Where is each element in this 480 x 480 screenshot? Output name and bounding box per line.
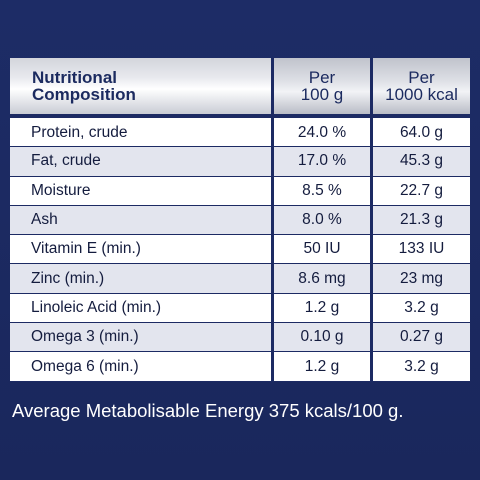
- header-col1-line1: Nutritional: [32, 68, 117, 87]
- nutrient-name: Zinc (min.): [10, 264, 274, 294]
- header-col3-line1: Per: [408, 68, 435, 87]
- header-col3-line2: 1000 kcal: [385, 85, 458, 104]
- value-per-100g: 0.10 g: [274, 323, 373, 353]
- nutrient-name: Omega 6 (min.): [10, 352, 274, 382]
- nutrient-name: Ash: [10, 205, 274, 236]
- value-per-1000kcal: 23 mg: [373, 264, 470, 294]
- nutrient-name: Protein, crude: [10, 118, 274, 148]
- header-col1-line2: Composition: [32, 85, 136, 104]
- table-row: Ash 8.0 % 21.3 g: [10, 205, 470, 236]
- value-per-100g: 50 IU: [274, 235, 373, 265]
- table-header-row: Nutritional Composition Per 100 g Per 10…: [10, 58, 470, 118]
- table-row: Omega 3 (min.) 0.10 g 0.27 g: [10, 323, 470, 353]
- header-per-100g: Per 100 g: [274, 58, 373, 118]
- value-per-1000kcal: 3.2 g: [373, 352, 470, 382]
- value-per-1000kcal: 0.27 g: [373, 323, 470, 353]
- energy-footnote: Average Metabolisable Energy 375 kcals/1…: [12, 400, 404, 421]
- table-row: Linoleic Acid (min.) 1.2 g 3.2 g: [10, 293, 470, 324]
- value-per-100g: 24.0 %: [274, 118, 373, 148]
- nutrition-table: Nutritional Composition Per 100 g Per 10…: [10, 58, 470, 382]
- header-col2-line2: 100 g: [300, 85, 344, 104]
- nutrient-name: Vitamin E (min.): [10, 235, 274, 265]
- value-per-1000kcal: 22.7 g: [373, 176, 470, 206]
- value-per-100g: 17.0 %: [274, 147, 373, 177]
- nutrition-table-wrapper: Nutritional Composition Per 100 g Per 10…: [10, 58, 470, 382]
- value-per-1000kcal: 3.2 g: [373, 293, 470, 324]
- value-per-1000kcal: 64.0 g: [373, 118, 470, 148]
- value-per-100g: 8.0 %: [274, 205, 373, 236]
- table-row: Vitamin E (min.) 50 IU 133 IU: [10, 235, 470, 265]
- nutrient-name: Fat, crude: [10, 147, 274, 177]
- nutrient-name: Linoleic Acid (min.): [10, 293, 274, 324]
- nutrient-name: Omega 3 (min.): [10, 323, 274, 353]
- header-col2-line1: Per: [308, 68, 336, 87]
- table-row: Fat, crude 17.0 % 45.3 g: [10, 147, 470, 177]
- table-row: Moisture 8.5 % 22.7 g: [10, 176, 470, 206]
- value-per-100g: 1.2 g: [274, 352, 373, 382]
- value-per-100g: 8.5 %: [274, 176, 373, 206]
- table-row: Protein, crude 24.0 % 64.0 g: [10, 118, 470, 148]
- header-per-1000kcal: Per 1000 kcal: [373, 58, 470, 118]
- value-per-1000kcal: 133 IU: [373, 235, 470, 265]
- value-per-1000kcal: 21.3 g: [373, 205, 470, 236]
- nutrient-name: Moisture: [10, 176, 274, 206]
- table-row: Omega 6 (min.) 1.2 g 3.2 g: [10, 352, 470, 382]
- value-per-100g: 8.6 mg: [274, 264, 373, 294]
- header-nutritional-composition: Nutritional Composition: [10, 58, 274, 118]
- table-row: Zinc (min.) 8.6 mg 23 mg: [10, 264, 470, 294]
- value-per-100g: 1.2 g: [274, 293, 373, 324]
- value-per-1000kcal: 45.3 g: [373, 147, 470, 177]
